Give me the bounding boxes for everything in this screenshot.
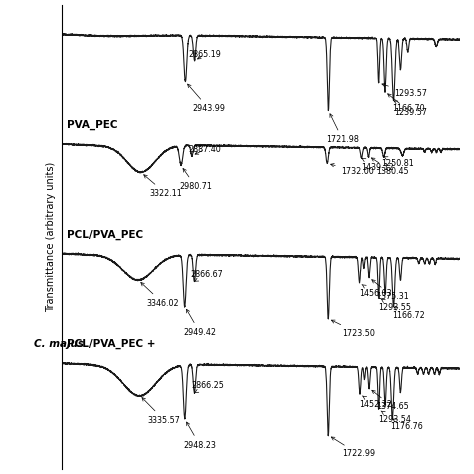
Text: 1166.72: 1166.72 bbox=[392, 307, 424, 319]
Text: 2949.42: 2949.42 bbox=[183, 309, 216, 337]
Text: 1250.81: 1250.81 bbox=[382, 156, 414, 168]
Text: 1439.12: 1439.12 bbox=[361, 158, 394, 172]
Text: 1239.57: 1239.57 bbox=[388, 94, 427, 117]
Text: 2943.99: 2943.99 bbox=[188, 84, 225, 113]
Text: 2866.25: 2866.25 bbox=[191, 381, 224, 393]
Text: 1721.98: 1721.98 bbox=[326, 114, 359, 144]
Text: PCL/PVA_PEC: PCL/PVA_PEC bbox=[67, 229, 144, 240]
Text: 1293.55: 1293.55 bbox=[378, 299, 411, 312]
Text: 1166.70: 1166.70 bbox=[392, 101, 424, 113]
Text: 2980.71: 2980.71 bbox=[179, 168, 212, 191]
Text: 1375.31: 1375.31 bbox=[372, 280, 409, 301]
Text: C. majus: C. majus bbox=[34, 339, 83, 349]
Text: 1293.57: 1293.57 bbox=[382, 83, 427, 98]
Text: PCL/PVA_PEC +: PCL/PVA_PEC + bbox=[67, 339, 160, 349]
Text: 2887.40: 2887.40 bbox=[188, 145, 221, 154]
Text: 1374.65: 1374.65 bbox=[372, 390, 409, 411]
Text: 1293.54: 1293.54 bbox=[378, 411, 411, 424]
Text: 1176.76: 1176.76 bbox=[391, 419, 423, 431]
Text: PVA_PEC: PVA_PEC bbox=[67, 120, 118, 130]
Text: 1380.45: 1380.45 bbox=[371, 158, 409, 176]
Y-axis label: Transmittance (arbitrary units): Transmittance (arbitrary units) bbox=[46, 162, 56, 312]
Text: 2866.67: 2866.67 bbox=[191, 270, 224, 282]
Text: 1456.03: 1456.03 bbox=[359, 284, 392, 298]
Text: 3335.57: 3335.57 bbox=[142, 398, 181, 425]
Text: 2948.23: 2948.23 bbox=[183, 422, 216, 450]
Text: 1732.00: 1732.00 bbox=[331, 164, 374, 176]
Text: 3322.11: 3322.11 bbox=[144, 175, 182, 198]
Text: 3346.02: 3346.02 bbox=[141, 283, 179, 308]
Text: 1452.32: 1452.32 bbox=[359, 396, 392, 409]
Text: 1723.50: 1723.50 bbox=[331, 320, 374, 337]
Text: 2865.19: 2865.19 bbox=[188, 50, 221, 59]
Text: 1722.99: 1722.99 bbox=[331, 437, 375, 458]
